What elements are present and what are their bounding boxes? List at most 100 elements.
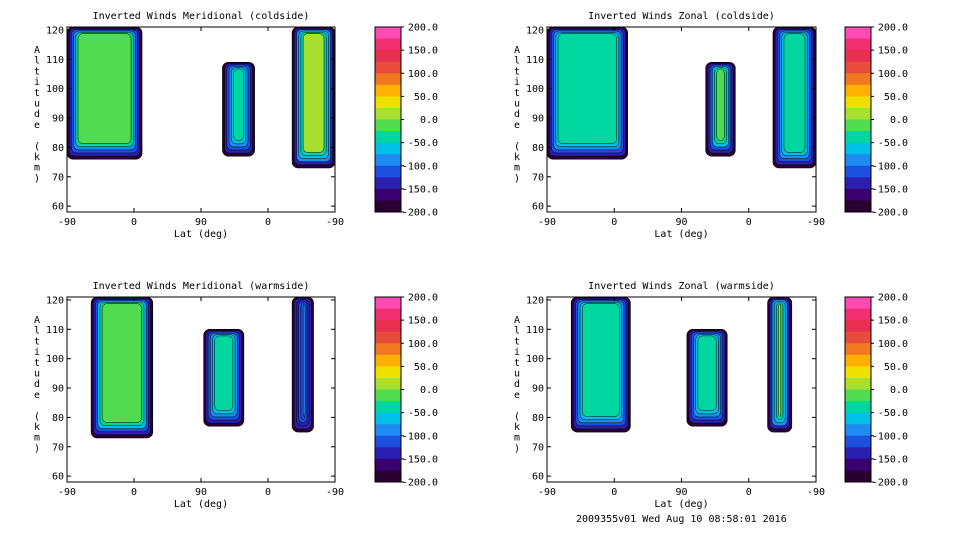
- colorbar-tick-label: 200.0: [408, 293, 438, 304]
- y-tick-label: 100: [46, 354, 64, 365]
- colorbar: 200.0 150.0 100.0 50.0 0.0 -50.0 -100.0 -150.0 -…: [844, 293, 908, 489]
- y-tick-label: 90: [532, 384, 544, 395]
- data-region-1: [546, 26, 628, 160]
- colorbar-tick-label: 200.0: [408, 23, 438, 34]
- panel-title: Inverted Winds Zonal (warmside): [588, 281, 775, 292]
- panel-3: Inverted Winds Meridional (warmside) 60 70…: [34, 281, 438, 510]
- colorbar-tick-label: -200.0: [402, 208, 438, 219]
- colorbar-tick-label: 0.0: [420, 385, 438, 396]
- x-tick-label: 0: [265, 487, 271, 498]
- colorbar-tick-label: -100.0: [872, 431, 908, 442]
- colorbar-tick-label: -150.0: [402, 184, 438, 195]
- colorbar-tick-label: 0.0: [420, 115, 438, 126]
- colorbar-tick-label: -200.0: [872, 478, 908, 489]
- x-tick-label: -90: [326, 487, 344, 498]
- colorbar-tick-label: 150.0: [408, 46, 438, 57]
- colorbar-tick-label: -200.0: [402, 478, 438, 489]
- data-region-3: [767, 296, 793, 433]
- y-tick-label: 100: [526, 354, 544, 365]
- colorbar-tick-label: 100.0: [408, 339, 438, 350]
- colorbar-tick-label: -150.0: [872, 454, 908, 465]
- colorbar-tick-label: -50.0: [408, 138, 438, 149]
- x-tick-label: -90: [538, 217, 556, 228]
- colorbar-tick-label: -100.0: [402, 161, 438, 172]
- panel-1: Inverted Winds Meridional (coldside) 60 70…: [34, 11, 438, 240]
- x-tick-label: -90: [807, 217, 825, 228]
- panel-2: Inverted Winds Zonal (coldside) 60 70 80 90 1…: [514, 11, 908, 240]
- colorbar-tick-label: -50.0: [408, 408, 438, 419]
- y-tick-label: 60: [52, 202, 64, 213]
- colorbar: 200.0 150.0 100.0 50.0 0.0 -50.0 -100.0 -150.0 -…: [374, 293, 438, 489]
- y-tick-label: 70: [52, 442, 64, 453]
- y-tick-label: 120: [46, 25, 64, 36]
- data-region-1: [570, 296, 631, 433]
- x-tick-label: 0: [265, 217, 271, 228]
- x-tick-label: 0: [746, 217, 752, 228]
- data-region-3: [291, 296, 314, 433]
- x-tick-label: 0: [611, 217, 617, 228]
- panel-title: Inverted Winds Meridional (coldside): [93, 11, 310, 22]
- y-tick-label: 80: [52, 413, 64, 424]
- y-tick-label: 100: [46, 84, 64, 95]
- colorbar-tick-label: 50.0: [414, 92, 438, 103]
- y-tick-label: 80: [52, 143, 64, 154]
- colorbar: 200.0 150.0 100.0 50.0 0.0 -50.0 -100.0 -150.0 -…: [374, 23, 438, 219]
- y-tick-label: 70: [52, 172, 64, 183]
- y-tick-label: 90: [532, 114, 544, 125]
- data-region-1: [66, 26, 143, 160]
- y-tick-label: 60: [52, 472, 64, 483]
- data-region-2: [222, 61, 255, 157]
- x-tick-label: -90: [538, 487, 556, 498]
- y-tick-label: 60: [532, 202, 544, 213]
- y-tick-label: 70: [532, 442, 544, 453]
- y-tick-label: 110: [46, 325, 64, 336]
- colorbar-tick-label: -50.0: [878, 408, 908, 419]
- x-tick-label: -90: [58, 217, 76, 228]
- x-tick-label: 90: [675, 217, 687, 228]
- x-axis-label: Lat (deg): [654, 499, 708, 510]
- colorbar-tick-label: 150.0: [878, 46, 908, 57]
- x-tick-label: 90: [195, 487, 207, 498]
- colorbar-tick-label: 100.0: [408, 69, 438, 80]
- y-tick-label: 110: [526, 55, 544, 66]
- x-tick-label: -90: [58, 487, 76, 498]
- colorbar: 200.0 150.0 100.0 50.0 0.0 -50.0 -100.0 -150.0 -…: [844, 23, 908, 219]
- colorbar-tick-label: 150.0: [878, 316, 908, 327]
- colorbar-tick-label: -100.0: [402, 431, 438, 442]
- panel-title: Inverted Winds Meridional (warmside): [93, 281, 310, 292]
- data-region-3: [772, 26, 817, 169]
- y-tick-label: 120: [46, 295, 64, 306]
- data-region-2: [686, 329, 728, 427]
- panel-4: Inverted Winds Zonal (warmside) 60 70 80 90 1…: [514, 281, 908, 510]
- x-tick-label: 0: [131, 217, 137, 228]
- x-tick-label: -90: [807, 487, 825, 498]
- y-tick-label: 110: [526, 325, 544, 336]
- data-region-2: [203, 329, 245, 427]
- colorbar-tick-label: -150.0: [872, 184, 908, 195]
- colorbar-tick-label: 0.0: [890, 385, 908, 396]
- colorbar-tick-label: 50.0: [884, 362, 908, 373]
- colorbar-tick-label: 0.0: [890, 115, 908, 126]
- colorbar-tick-label: 100.0: [878, 69, 908, 80]
- y-tick-label: 70: [532, 172, 544, 183]
- y-tick-label: 60: [532, 472, 544, 483]
- colorbar-tick-label: -150.0: [402, 454, 438, 465]
- footer-timestamp: 2009355v01 Wed Aug 10 08:58:01 2016: [576, 514, 787, 525]
- x-axis-label: Lat (deg): [174, 229, 228, 240]
- y-tick-label: 120: [526, 25, 544, 36]
- data-region-1: [90, 296, 154, 439]
- y-tick-label: 90: [52, 384, 64, 395]
- y-tick-label: 80: [532, 143, 544, 154]
- x-tick-label: 90: [675, 487, 687, 498]
- colorbar-tick-label: -100.0: [872, 161, 908, 172]
- colorbar-tick-label: 200.0: [878, 293, 908, 304]
- colorbar-tick-label: 100.0: [878, 339, 908, 350]
- colorbar-tick-label: -50.0: [878, 138, 908, 149]
- x-tick-label: 0: [746, 487, 752, 498]
- x-tick-label: -90: [326, 217, 344, 228]
- colorbar-tick-label: 50.0: [414, 362, 438, 373]
